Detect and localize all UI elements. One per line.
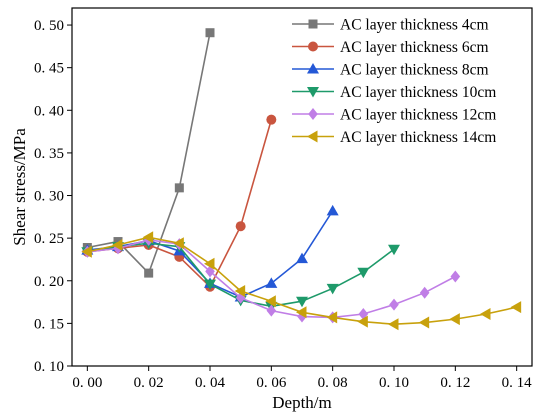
data-point: [205, 28, 215, 38]
data-point: [234, 284, 246, 297]
series-2: [82, 114, 277, 292]
data-point: [510, 301, 522, 314]
legend-marker: [308, 108, 318, 120]
data-point: [326, 283, 339, 295]
legend-entry: AC layer thickness 6cm: [292, 39, 489, 56]
legend-label: AC layer thickness 6cm: [340, 39, 489, 56]
legend-label: AC layer thickness 14cm: [340, 129, 496, 146]
y-tick-label: 0. 15: [34, 316, 64, 332]
series-6: [81, 231, 522, 331]
data-point: [266, 304, 277, 317]
data-point: [326, 311, 338, 324]
x-tick-label: 0. 12: [440, 375, 470, 391]
legend-entry: AC layer thickness 4cm: [292, 17, 489, 34]
legend-marker: [308, 19, 318, 29]
data-point: [388, 244, 400, 256]
legend-marker: [307, 63, 319, 74]
legend-label: AC layer thickness 10cm: [340, 84, 496, 101]
legend-entry: AC layer thickness 14cm: [292, 129, 496, 146]
data-point: [144, 268, 154, 278]
x-axis-title: Depth/m: [272, 393, 332, 412]
y-tick-label: 0. 50: [34, 18, 64, 34]
data-point: [357, 267, 370, 279]
data-point: [174, 183, 184, 193]
x-tick-label: 0. 02: [134, 375, 164, 391]
data-point: [450, 270, 461, 283]
x-tick-label: 0. 06: [256, 375, 287, 391]
data-point: [235, 221, 246, 232]
x-tick-label: 0. 14: [502, 375, 533, 391]
data-point: [357, 315, 368, 328]
y-tick-label: 0. 40: [34, 103, 64, 119]
y-tick-label: 0. 20: [34, 274, 64, 290]
y-axis-title: Shear stress/MPa: [10, 128, 29, 246]
x-tick-label: 0. 00: [72, 375, 102, 391]
data-point: [418, 316, 430, 329]
y-tick-label: 0. 10: [34, 359, 64, 375]
legend-label: AC layer thickness 8cm: [340, 62, 489, 79]
data-point: [388, 318, 399, 331]
legend-marker: [307, 87, 319, 98]
legend-marker: [308, 41, 318, 52]
y-tick-label: 0. 25: [34, 231, 64, 247]
data-point: [480, 308, 491, 321]
y-tick-label: 0. 45: [34, 61, 64, 77]
data-point: [112, 238, 123, 251]
y-tick-label: 0. 35: [34, 146, 64, 162]
legend-marker: [307, 130, 318, 143]
x-tick-label: 0. 08: [318, 375, 348, 391]
data-point: [326, 204, 339, 216]
data-point: [81, 245, 92, 258]
data-point: [389, 298, 399, 311]
axis-layer: 0. 00 0. 02 0. 04 0. 06 0. 08 0. 10 0. 12 0. 14…: [34, 18, 532, 391]
legend-entry: AC layer thickness 8cm: [292, 62, 489, 79]
series-layer: [81, 28, 522, 331]
data-point: [266, 114, 277, 125]
legend-label: AC layer thickness 4cm: [340, 17, 489, 34]
data-point: [296, 252, 308, 264]
data-point: [204, 279, 216, 291]
x-tick-label: 0. 10: [379, 375, 409, 391]
legend-label: AC layer thickness 12cm: [340, 107, 496, 124]
x-tick-label: 0. 04: [195, 375, 226, 391]
data-point: [296, 306, 307, 319]
data-point: [204, 257, 215, 270]
data-point: [173, 237, 184, 250]
data-point: [419, 286, 430, 299]
data-point: [265, 277, 278, 288]
data-point: [265, 295, 276, 308]
data-point: [142, 231, 154, 244]
plot-frame: [71, 7, 533, 367]
legend: AC layer thickness 4cm AC layer thickness…: [292, 17, 496, 146]
data-point: [296, 296, 308, 308]
y-tick-label: 0. 30: [34, 189, 64, 205]
data-point: [449, 313, 460, 326]
legend-entry: AC layer thickness 10cm: [292, 84, 496, 101]
legend-entry: AC layer thickness 12cm: [292, 107, 496, 124]
